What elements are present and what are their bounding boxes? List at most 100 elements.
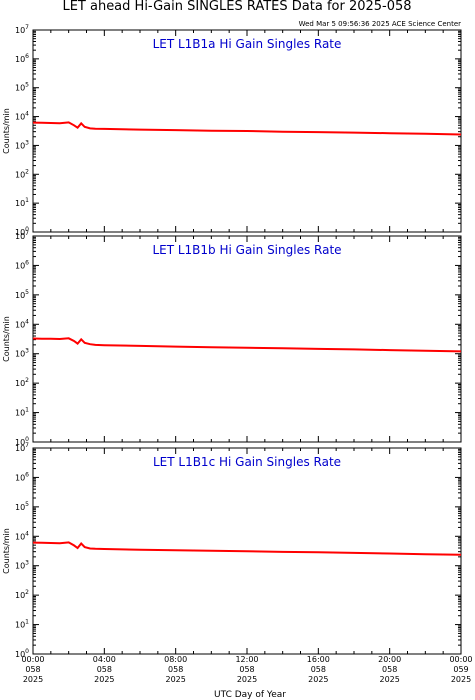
y-tick-base: 10 [15,350,25,359]
y-tick-label: 103 [15,139,29,150]
figure-title: LET ahead Hi-Gain SINGLES RATES Data for… [62,0,411,14]
y-tick-label: 101 [15,197,29,208]
y-tick-exponent: 0 [25,226,29,233]
y-tick-exponent: 6 [25,53,29,60]
y-tick-label: 102 [15,168,29,179]
y-tick-base: 10 [15,232,25,241]
y-tick-base: 10 [15,113,25,122]
y-tick-base: 10 [15,409,25,418]
plot-frame [32,235,462,443]
x-tick-doy: 058 [382,665,397,674]
y-tick-base: 10 [15,261,25,270]
y-tick-label: 104 [15,318,29,329]
y-tick-label: 103 [15,560,29,571]
y-tick-label: 102 [15,589,29,600]
y-tick-base: 10 [15,444,25,453]
y-tick-label: 101 [15,619,29,630]
x-tick-time: 00:00 [21,655,44,664]
generation-timestamp: Wed Mar 5 09:56:36 2025 ACE Science Cent… [299,20,462,28]
y-tick-exponent: 2 [25,377,29,384]
x-tick-year: 2025 [94,675,114,684]
x-tick-doy: 058 [239,665,254,674]
y-tick-exponent: 0 [25,648,29,655]
y-tick-base: 10 [15,26,25,35]
y-tick-base: 10 [15,473,25,482]
y-tick-base: 10 [15,503,25,512]
y-tick-base: 10 [15,562,25,571]
panel-title: LET L1B1b Hi Gain Singles Rate [152,243,341,257]
x-tick-year: 2025 [308,675,328,684]
y-tick-base: 10 [15,228,25,237]
x-tick-doy: 058 [311,665,326,674]
y-tick-exponent: 5 [25,289,29,296]
x-tick-year: 2025 [451,675,471,684]
y-tick-label: 100 [15,226,29,237]
rate-series-line [32,337,462,353]
y-tick-base: 10 [15,438,25,447]
y-tick-exponent: 0 [25,436,29,443]
y-tick-label: 105 [15,501,29,512]
y-tick-label: 106 [15,471,29,482]
y-tick-exponent: 6 [25,471,29,478]
y-tick-label: 100 [15,648,29,659]
y-axis-label: Counts/min [2,528,11,574]
y-tick-exponent: 1 [25,197,29,204]
y-tick-exponent: 6 [25,259,29,266]
x-tick-time: 16:00 [307,655,330,664]
panel-title: LET L1B1c Hi Gain Singles Rate [153,455,341,469]
y-tick-label: 100 [15,436,29,447]
x-tick-year: 2025 [23,675,43,684]
x-axis: 00:00058202504:00058202508:00058202512:0… [21,655,472,684]
y-tick-label: 106 [15,53,29,64]
y-tick-base: 10 [15,170,25,179]
y-tick-exponent: 2 [25,168,29,175]
x-tick-time: 12:00 [235,655,258,664]
y-tick-exponent: 7 [25,230,29,237]
y-tick-exponent: 5 [25,82,29,89]
y-axis-label: Counts/min [2,108,11,154]
y-tick-base: 10 [15,650,25,659]
y-tick-base: 10 [15,291,25,300]
y-axis-label: Counts/min [2,316,11,362]
x-tick-time: 20:00 [378,655,401,664]
y-tick-label: 104 [15,111,29,122]
y-tick-exponent: 4 [25,530,29,537]
x-tick-year: 2025 [379,675,399,684]
y-tick-exponent: 5 [25,501,29,508]
x-tick-time: 04:00 [93,655,116,664]
y-tick-base: 10 [15,199,25,208]
x-axis-label: UTC Day of Year [214,690,286,700]
x-tick-year: 2025 [237,675,257,684]
y-tick-label: 105 [15,82,29,93]
y-tick-exponent: 1 [25,407,29,414]
y-tick-base: 10 [15,532,25,541]
x-tick-doy: 058 [97,665,112,674]
x-tick-year: 2025 [165,675,185,684]
x-tick-doy: 059 [453,665,468,674]
y-tick-label: 103 [15,348,29,359]
y-tick-base: 10 [15,320,25,329]
y-tick-base: 10 [15,591,25,600]
y-tick-base: 10 [15,141,25,150]
x-tick-time: 00:00 [449,655,472,664]
y-tick-label: 102 [15,377,29,388]
y-tick-label: 106 [15,259,29,270]
y-tick-exponent: 7 [25,442,29,449]
x-tick-doy: 058 [168,665,183,674]
y-tick-exponent: 1 [25,619,29,626]
y-tick-exponent: 3 [25,560,29,567]
y-tick-label: 105 [15,289,29,300]
y-tick-label: 107 [15,24,29,35]
y-tick-exponent: 4 [25,318,29,325]
x-tick-doy: 058 [25,665,40,674]
y-tick-base: 10 [15,621,25,630]
y-tick-label: 101 [15,407,29,418]
y-tick-label: 107 [15,442,29,453]
y-tick-exponent: 2 [25,589,29,596]
y-tick-base: 10 [15,379,25,388]
y-tick-exponent: 7 [25,24,29,31]
